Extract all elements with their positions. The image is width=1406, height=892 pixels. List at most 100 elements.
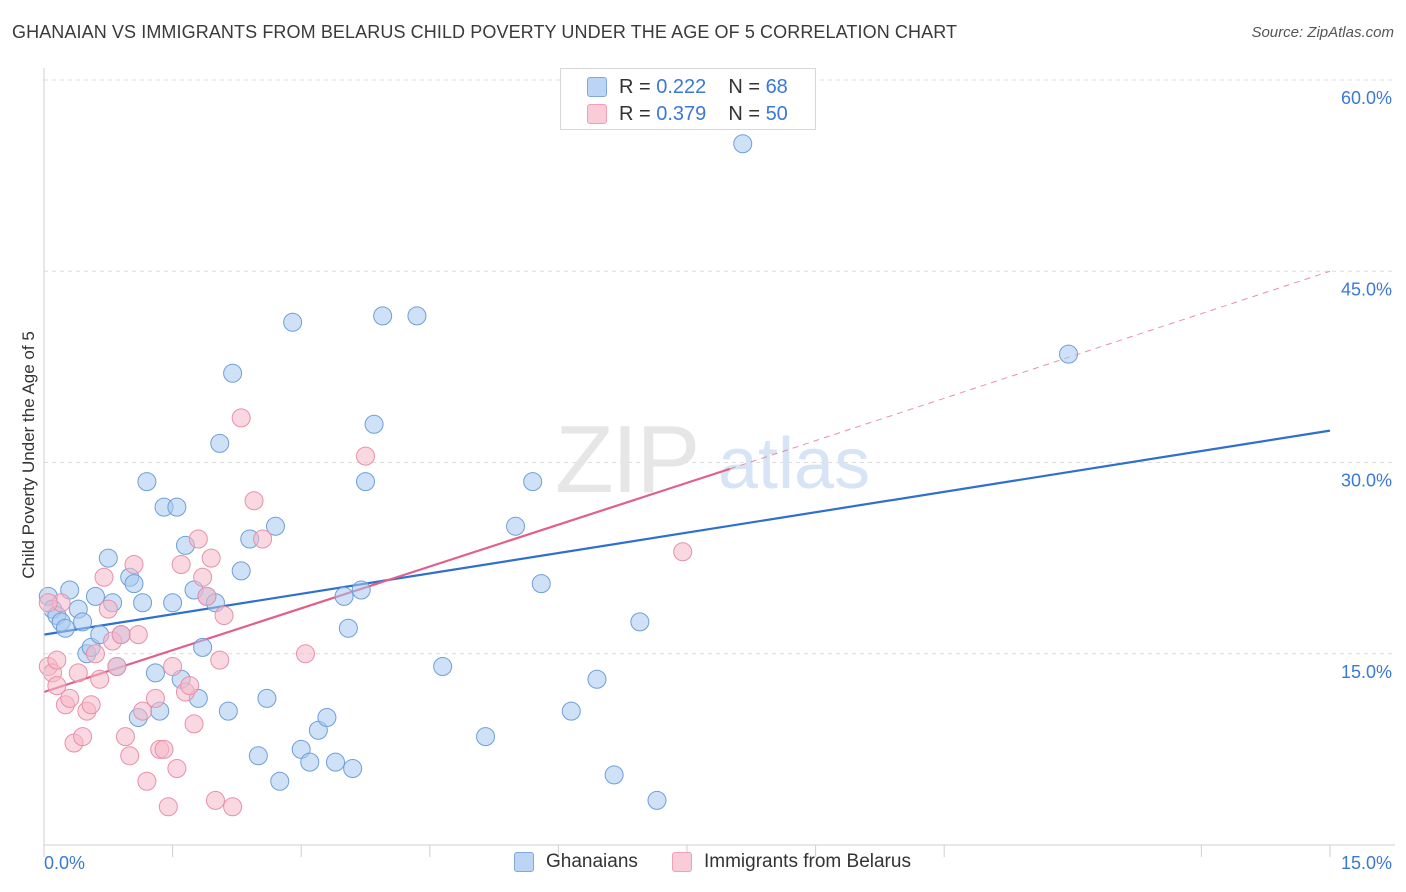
data-point-ghanaians [604,765,624,785]
data-point-ghanaians [433,657,453,676]
data-point-ghanaians [325,752,345,772]
data-point-belarus [201,548,221,568]
data-point-belarus [85,644,105,664]
x-tick-label-min: 0.0% [44,853,85,873]
data-point-ghanaians [85,586,105,606]
data-point-belarus [193,567,213,587]
data-point-ghanaians [351,580,371,600]
y-tick-label: 60.0% [1341,88,1392,108]
data-point-ghanaians [55,618,75,638]
data-point-belarus [60,688,80,708]
data-point-ghanaians [364,414,384,434]
watermark-layer: ZIP atlas [555,406,870,513]
y-axis-label: Child Poverty Under the Age of 5 [19,331,38,579]
data-point-ghanaians [334,586,354,606]
legend-n-value: 50 [765,102,788,125]
data-point-belarus [38,593,58,613]
data-point-belarus [68,663,88,683]
data-point-ghanaians [124,574,144,594]
data-point-belarus [115,727,135,747]
legend-r-label: R = [619,75,651,98]
data-point-ghanaians [476,727,496,747]
data-point-belarus [180,676,200,696]
y-tick-label: 30.0% [1341,471,1392,491]
data-point-belarus [47,676,67,696]
watermark-atlas: atlas [718,424,870,504]
data-point-ghanaians [343,759,363,778]
data-point-ghanaians [133,593,153,613]
chart-source: Source: ZipAtlas.com [1251,24,1394,41]
data-point-belarus [205,790,225,810]
data-point-ghanaians [523,472,543,492]
data-point-belarus [295,644,315,664]
data-point-ghanaians [248,746,268,766]
legend-swatch-belarus [587,104,607,124]
bottom-legend-swatch-ghanaians [514,852,534,872]
data-point-ghanaians [163,593,183,613]
trend-line-belarus [43,467,731,694]
data-point-ghanaians [73,612,93,632]
data-point-ghanaians [270,771,290,791]
data-point-ghanaians [283,312,303,332]
data-point-belarus [253,529,273,549]
data-point-belarus [231,408,251,428]
data-point-ghanaians [145,663,165,683]
data-point-belarus [145,688,165,708]
chart-title: GHANAIAN VS IMMIGRANTS FROM BELARUS CHIL… [12,22,958,42]
data-point-ghanaians [210,433,230,453]
trend-line-ghanaians [43,429,1331,636]
data-point-belarus [214,606,234,625]
data-point-ghanaians [531,574,551,594]
watermark-zip: ZIP [555,406,698,513]
data-point-ghanaians [1059,344,1079,364]
data-point-belarus [673,542,693,562]
legend-r-label: R = [619,102,651,125]
data-point-belarus [163,657,183,676]
data-point-belarus [107,657,127,676]
data-point-belarus [98,599,118,619]
data-point-belarus [133,701,153,721]
data-point-belarus [171,555,191,574]
data-point-belarus [184,714,204,734]
data-point-ghanaians [733,134,753,154]
legend-row-ghanaians: R = 0.222 N = 68 [587,75,788,99]
data-point-ghanaians [373,306,393,326]
data-point-ghanaians [317,708,337,727]
data-point-ghanaians [193,637,213,657]
data-point-belarus [111,625,131,645]
data-point-belarus [154,739,174,759]
data-point-ghanaians [407,306,427,326]
y-tick-label: 45.0% [1341,279,1392,299]
data-point-belarus [210,650,230,670]
bottom-legend-label-belarus: Immigrants from Belarus [704,851,911,872]
x-tick-label-max: 15.0% [1341,853,1392,873]
data-point-belarus [94,567,114,587]
data-point-ghanaians [265,516,285,536]
data-point-ghanaians [218,701,238,721]
data-point-belarus [124,555,144,574]
legend-row-belarus: R = 0.379 N = 50 [587,102,788,126]
data-point-belarus [81,695,101,715]
data-point-belarus [158,797,178,817]
bottom-legend-ghanaians: Ghanaians [514,851,638,873]
legend-n-value: 68 [765,75,788,98]
data-point-belarus [137,771,157,791]
bottom-legend-label-ghanaians: Ghanaians [546,851,638,872]
data-point-belarus [197,586,217,606]
legend-swatch-ghanaians [587,77,607,97]
data-point-ghanaians [223,363,243,383]
data-point-ghanaians [167,497,187,517]
legend-n-label: N = [728,75,760,98]
data-point-ghanaians [257,688,277,708]
data-point-belarus [47,650,67,670]
axis-layer: 15.0% 30.0% 45.0% 60.0% 0.0% 15.0% [43,68,1395,873]
data-point-ghanaians [338,618,358,638]
data-point-ghanaians [587,669,607,689]
legend-r-value: 0.222 [656,75,707,98]
data-point-belarus [120,746,140,766]
legend: R = 0.222 N = 68 R = 0.379 N = 50 [560,68,816,130]
data-point-belarus [244,491,264,511]
bottom-legend-swatch-belarus [672,852,692,872]
data-point-ghanaians [506,516,526,536]
